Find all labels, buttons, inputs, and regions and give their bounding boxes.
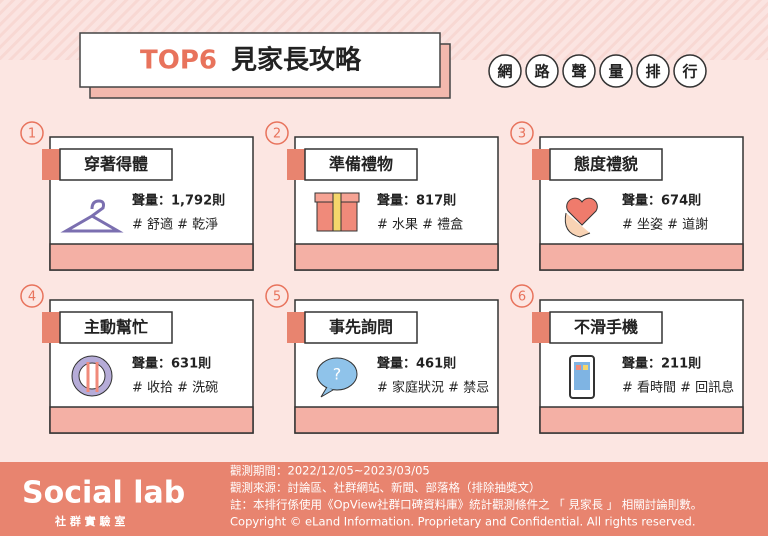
label-box [59,311,173,344]
badge-circle [525,54,559,88]
logo-sub: 社 群 實 驗 室 [54,514,125,528]
volume: 聲量：631則 [132,356,211,372]
label-accent [532,312,550,343]
badge-text: 聲 [571,63,586,81]
item-title: 事先詢問 [329,318,393,337]
rank-circle [510,121,534,145]
badge-circle [673,54,707,88]
badge-text: 量 [608,63,623,81]
icon [314,192,360,232]
card-band [294,406,499,434]
rank-circle [265,121,289,145]
badge-circle [488,54,522,88]
logo: Social lab [22,476,185,511]
volume: 聲量：1,792則 [132,193,225,209]
rank-circle [20,121,44,145]
rank: 3 [518,127,526,142]
item-title: 準備禮物 [329,155,393,174]
card-band [49,406,254,434]
card-band [539,243,744,271]
tags: # 看時間 # 回訊息 [622,380,734,396]
volume: 聲量：211則 [622,356,701,372]
footer-note: 觀測來源：討論區、社群網站、新聞、部落格（排除抽獎文） [230,481,541,495]
title-highlight: TOP6 [140,46,217,76]
rank: 2 [273,127,281,142]
rank: 4 [28,290,36,305]
label-box [304,311,418,344]
item-title: 穿著得體 [84,155,148,174]
icon [71,355,113,397]
label-box [549,311,663,344]
footer-note: 註：本排行係使用《OpView社群口碑資料庫》統計觀測條件之 「 見家長 」 相… [230,498,702,512]
badge-text: 行 [681,63,697,81]
rank: 5 [273,290,281,305]
svg-text:?: ? [333,365,342,384]
rank: 1 [28,127,36,142]
volume: 聲量：461則 [377,356,456,372]
volume: 聲量：817則 [377,193,456,209]
card-band [294,243,499,271]
tags: # 水果 # 禮盒 [377,217,463,233]
label-box [59,148,173,181]
rank-circle [20,284,44,308]
badge-text: 網 [497,63,512,81]
card-band [539,406,744,434]
footer-note: Copyright © eLand Information. Proprieta… [230,515,696,529]
tags: # 舒適 # 乾淨 [132,217,218,233]
volume: 聲量：674則 [622,193,701,209]
label-box [304,148,418,181]
badge-circle [562,54,596,88]
tags: # 家庭狀況 # 禁忌 [377,380,489,396]
title-box [79,32,441,88]
footer [0,462,768,536]
badge-circle [599,54,633,88]
label-accent [287,312,305,343]
label-box [549,148,663,181]
icon [569,355,595,399]
tags: # 收拾 # 洗碗 [132,380,218,396]
rank-circle [265,284,289,308]
item-title: 主動幫忙 [84,318,148,337]
label-accent [42,149,60,180]
label-accent [532,149,550,180]
tags: # 坐姿 # 道謝 [622,217,708,233]
badge-text: 路 [534,63,550,81]
badge-text: 排 [645,63,660,81]
title: 見家長攻略 [231,45,362,76]
badge-circle [636,54,670,88]
card-band [49,243,254,271]
item-title: 態度禮貌 [574,155,638,174]
icon: ? [316,357,358,398]
item-title: 不滑手機 [574,318,638,337]
footer-note: 觀測期間：2022/12/05~2023/03/05 [230,464,430,478]
label-accent [287,149,305,180]
icon [60,199,124,233]
label-accent [42,312,60,343]
rank-circle [510,284,534,308]
icon [564,197,598,238]
rank: 6 [518,290,526,305]
